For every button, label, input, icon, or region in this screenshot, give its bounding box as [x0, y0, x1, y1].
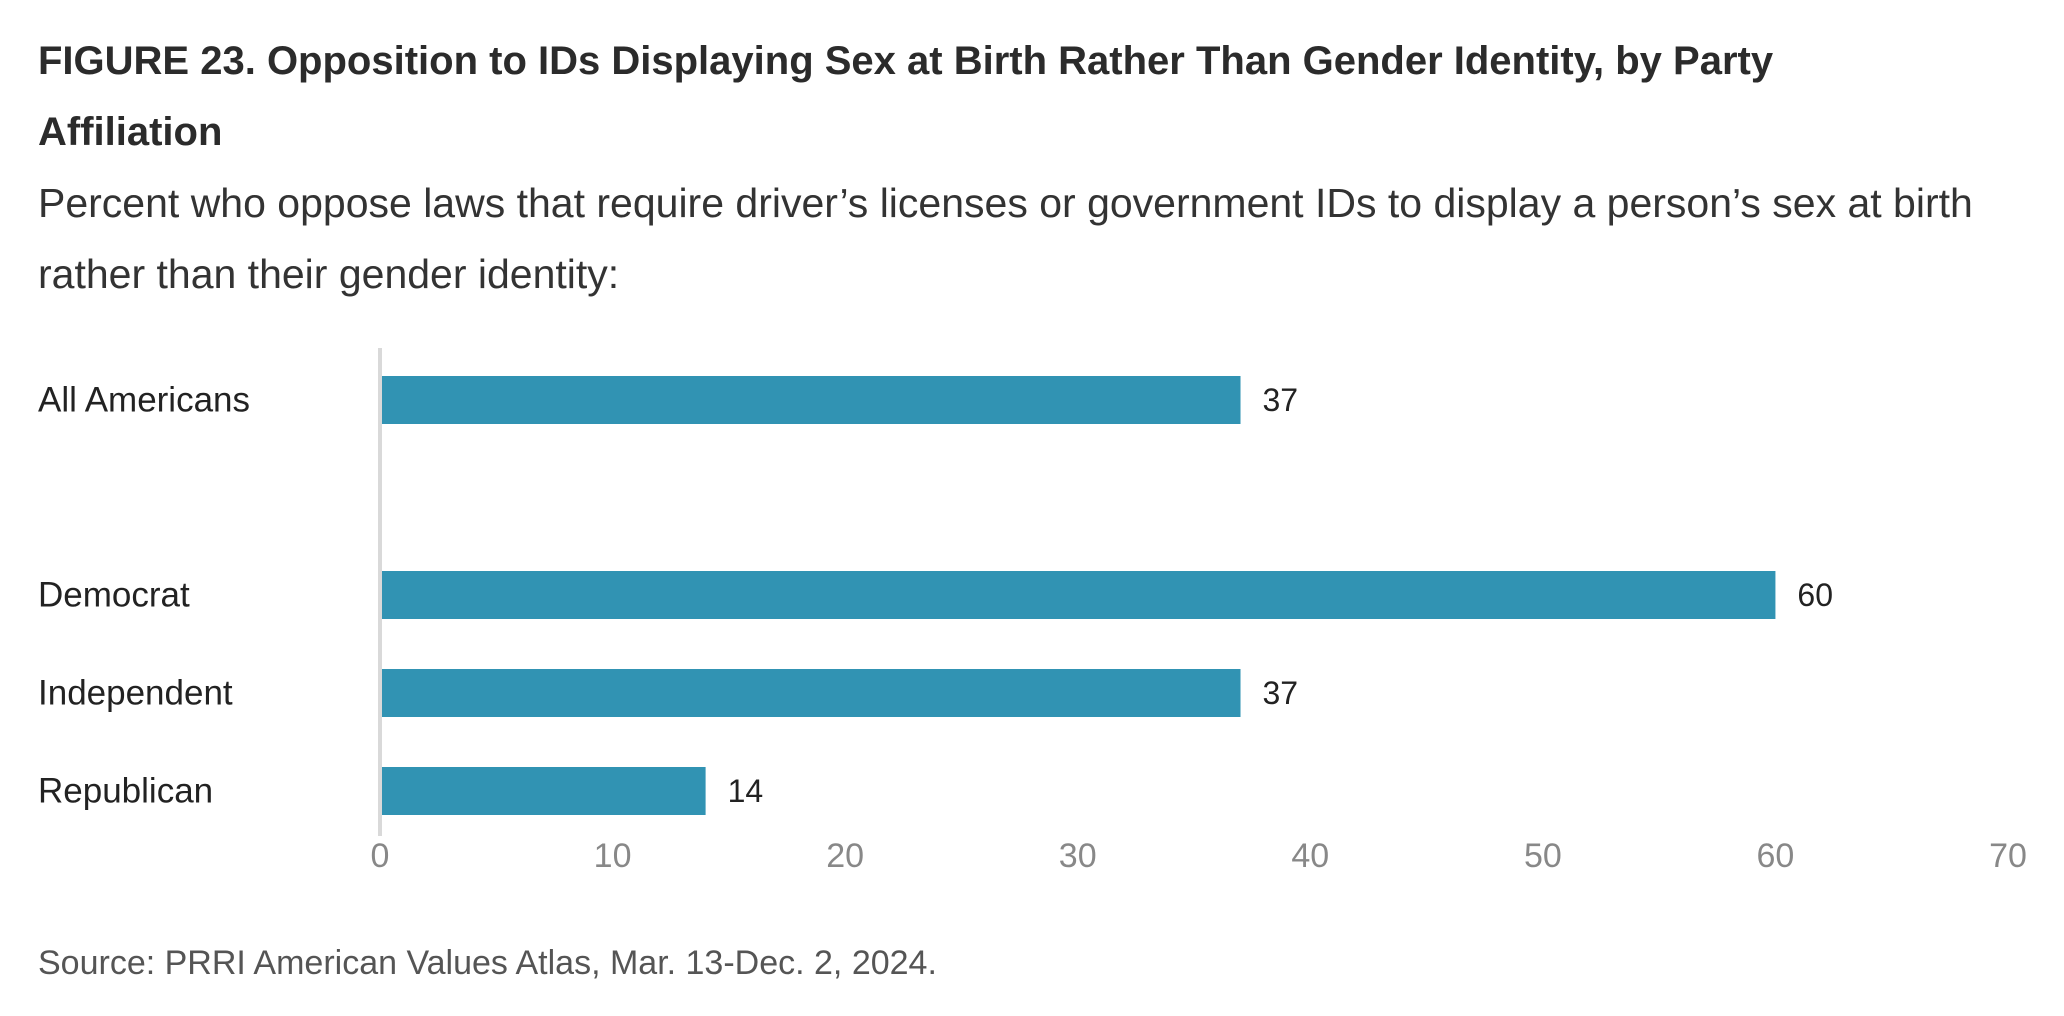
source-note: Source: PRRI American Values Atlas, Mar.…: [38, 944, 937, 982]
category-label-republican: Republican: [38, 772, 213, 811]
bar-republican: [380, 767, 706, 815]
x-axis-ticks: 0 10 20 30 40 50 60 70: [371, 837, 2027, 875]
category-label-all-americans: All Americans: [38, 381, 250, 420]
category-label-democrat: Democrat: [38, 576, 190, 615]
category-label-independent: Independent: [38, 674, 233, 713]
labels-layer: All Americans 37 Democrat 60 Independent 37 Re…: [38, 381, 1833, 811]
value-label-republican: 14: [728, 773, 764, 809]
value-label-independent: 37: [1263, 675, 1299, 711]
x-tick-label: 60: [1757, 837, 1795, 875]
bar-independent: [380, 669, 1241, 717]
x-tick-label: 40: [1291, 837, 1329, 875]
value-label-democrat: 60: [1797, 577, 1833, 613]
x-tick-label: 70: [1989, 837, 2027, 875]
chart-title: FIGURE 23. Opposition to IDs Displaying …: [38, 39, 1774, 154]
x-tick-label: 0: [371, 837, 390, 875]
bar-democrat: [380, 571, 1776, 619]
x-tick-label: 20: [826, 837, 864, 875]
x-tick-label: 30: [1059, 837, 1097, 875]
x-tick-label: 10: [594, 837, 632, 875]
chart-subtitle: Percent who oppose laws that require dri…: [38, 180, 1973, 297]
x-tick-label: 50: [1524, 837, 1562, 875]
value-label-all-americans: 37: [1263, 382, 1299, 418]
bar-all-americans: [380, 376, 1241, 424]
bars-layer: [380, 376, 1776, 815]
chart-header: FIGURE 23. Opposition to IDs Displaying …: [38, 26, 2028, 310]
